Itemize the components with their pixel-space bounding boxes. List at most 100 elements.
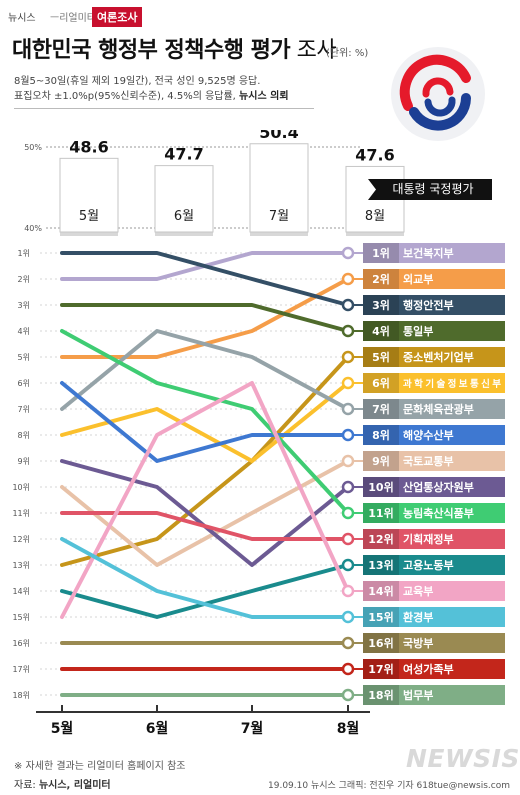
series-line xyxy=(60,355,350,567)
bar-category-label: 6월 xyxy=(174,209,194,224)
ministry-name: 기획재정부 xyxy=(403,532,454,546)
ministry-name: 보건복지부 xyxy=(403,246,454,260)
rank-label-bg xyxy=(363,295,505,315)
rank-badge-text: 3위 xyxy=(372,299,390,312)
rank-label-bg xyxy=(363,659,505,679)
rank-badge-bg xyxy=(363,295,399,315)
rank-label-bg xyxy=(363,373,505,393)
rank-badge-text: 7위 xyxy=(372,403,390,416)
rank-badge-bg xyxy=(363,425,399,445)
series-end-marker xyxy=(341,688,355,702)
survey-info-line1: 8월5~30일(휴일 제외 19일간), 전국 성인 9,525명 응답. xyxy=(14,76,261,87)
series-line xyxy=(60,329,350,515)
rank-badge-bg xyxy=(363,633,399,653)
rank-badge-bg xyxy=(363,685,399,705)
ministry-name: 고용노동부 xyxy=(403,559,454,572)
series-end-marker xyxy=(341,376,355,390)
approval-label-bg xyxy=(368,179,492,200)
survey-commissioner: 뉴시스 의뢰 xyxy=(239,91,289,102)
rank-label-bg xyxy=(363,243,505,263)
rank-tick-label: 2위 xyxy=(18,275,30,284)
page-title: 대한민국 행정부 정책수행 평가 조사 xyxy=(12,32,337,64)
ministry-name: 교육부 xyxy=(403,585,433,598)
source-line: 자료: 뉴시스, 리얼미터 xyxy=(14,776,111,791)
ministry-name: 국토교통부 xyxy=(403,455,454,468)
series-end-marker xyxy=(341,610,355,624)
series-end-marker xyxy=(341,272,355,286)
rank-tick-label: 16위 xyxy=(12,639,30,648)
rank-badge-text: 4위 xyxy=(372,325,390,338)
rank-badge-text: 15위 xyxy=(368,611,393,624)
approval-series-label: 대통령 국정평가 xyxy=(392,182,473,196)
series-line xyxy=(60,381,350,463)
source-name: 뉴시스, 리얼미터 xyxy=(38,780,111,791)
rank-chart: 50% 40% 48.6 5월 47.7 6월 50.4 7월 47.6 8월 대통령 국정평가 1위… xyxy=(12,130,505,737)
rank-badge-bg xyxy=(363,399,399,419)
x-axis-label: 6월 xyxy=(146,720,169,737)
bar-ytick-label: 40% xyxy=(24,224,42,233)
series-end-marker xyxy=(341,324,355,338)
series-end-marker xyxy=(341,532,355,546)
rank-label-bg xyxy=(363,529,505,549)
rank-label-bg xyxy=(363,581,505,601)
bar-category-label: 8월 xyxy=(365,209,385,224)
bar-value-label: 47.6 xyxy=(355,145,394,164)
rank-tick-label: 7위 xyxy=(18,405,30,414)
rank-label-bg xyxy=(363,399,505,419)
ministry-name: 외교부 xyxy=(403,272,433,286)
series-end-marker xyxy=(341,584,355,598)
rank-label-bg xyxy=(363,503,505,523)
rank-label-bg xyxy=(363,451,505,471)
government-emblem-icon xyxy=(391,47,485,141)
survey-info: 8월5~30일(휴일 제외 19일간), 전국 성인 9,525명 응답. 표집… xyxy=(14,74,314,109)
ministry-name: 행정안전부 xyxy=(403,298,454,312)
source-prefix: 자료: xyxy=(14,780,39,791)
rank-label-bg xyxy=(363,347,505,367)
rank-label-bg xyxy=(363,269,505,289)
rank-label-bg xyxy=(363,555,505,575)
bar-category-label: 5월 xyxy=(79,209,99,224)
series-end-marker xyxy=(341,506,355,520)
rank-badge-bg xyxy=(363,555,399,575)
series-end-marker xyxy=(341,246,355,260)
series-end-marker xyxy=(341,662,355,676)
bar-value-label: 47.7 xyxy=(164,145,203,164)
newsis-watermark: NEWSIS xyxy=(406,744,520,773)
x-axis-label: 7월 xyxy=(241,720,264,737)
rank-label-bg xyxy=(363,633,505,653)
rank-tick-label: 9위 xyxy=(18,457,30,466)
ministry-name: 통일부 xyxy=(403,324,433,338)
rank-badge-text: 18위 xyxy=(368,689,393,702)
rank-tick-label: 8위 xyxy=(18,431,30,440)
unit-label: (단위: %) xyxy=(326,48,369,59)
rank-badge-text: 8위 xyxy=(372,429,390,442)
bar-value-label: 48.6 xyxy=(69,137,108,156)
x-axis-label: 8월 xyxy=(337,720,360,737)
rank-tick-label: 3위 xyxy=(18,301,30,310)
brand-name: 뉴시스 xyxy=(8,13,36,24)
rank-tick-label: 11위 xyxy=(12,509,30,518)
ministry-name: 중소벤처기업부 xyxy=(403,350,474,364)
rank-badge-text: 5위 xyxy=(372,351,390,364)
title-main: 대한민국 행정부 정책수행 평가 xyxy=(12,38,291,63)
title-suffix: 조사 xyxy=(290,38,337,63)
rank-badge-bg xyxy=(363,243,399,263)
rank-label-bg xyxy=(363,425,505,445)
bar-category-label: 7월 xyxy=(269,209,289,224)
rank-badge-text: 17위 xyxy=(368,663,393,676)
rank-badge-text: 13위 xyxy=(368,559,393,572)
rank-label-bg xyxy=(363,477,505,497)
ministry-name: 과학기술정보통신부 xyxy=(403,378,501,390)
series-line xyxy=(60,381,350,619)
bar xyxy=(59,157,119,233)
rank-badge-bg xyxy=(363,347,399,367)
bar xyxy=(154,165,214,233)
rank-tick-label: 10위 xyxy=(12,483,30,492)
survey-info-line2-text: 표집오차 ±1.0%p(95%신뢰수준), 4.5%의 응답률, xyxy=(14,91,240,102)
ministry-name: 농림축산식품부 xyxy=(403,506,474,520)
series-line xyxy=(60,329,350,411)
rank-badge-text: 2위 xyxy=(372,273,390,286)
series-end-marker xyxy=(341,636,355,650)
bar-ytick-label: 50% xyxy=(24,143,42,152)
